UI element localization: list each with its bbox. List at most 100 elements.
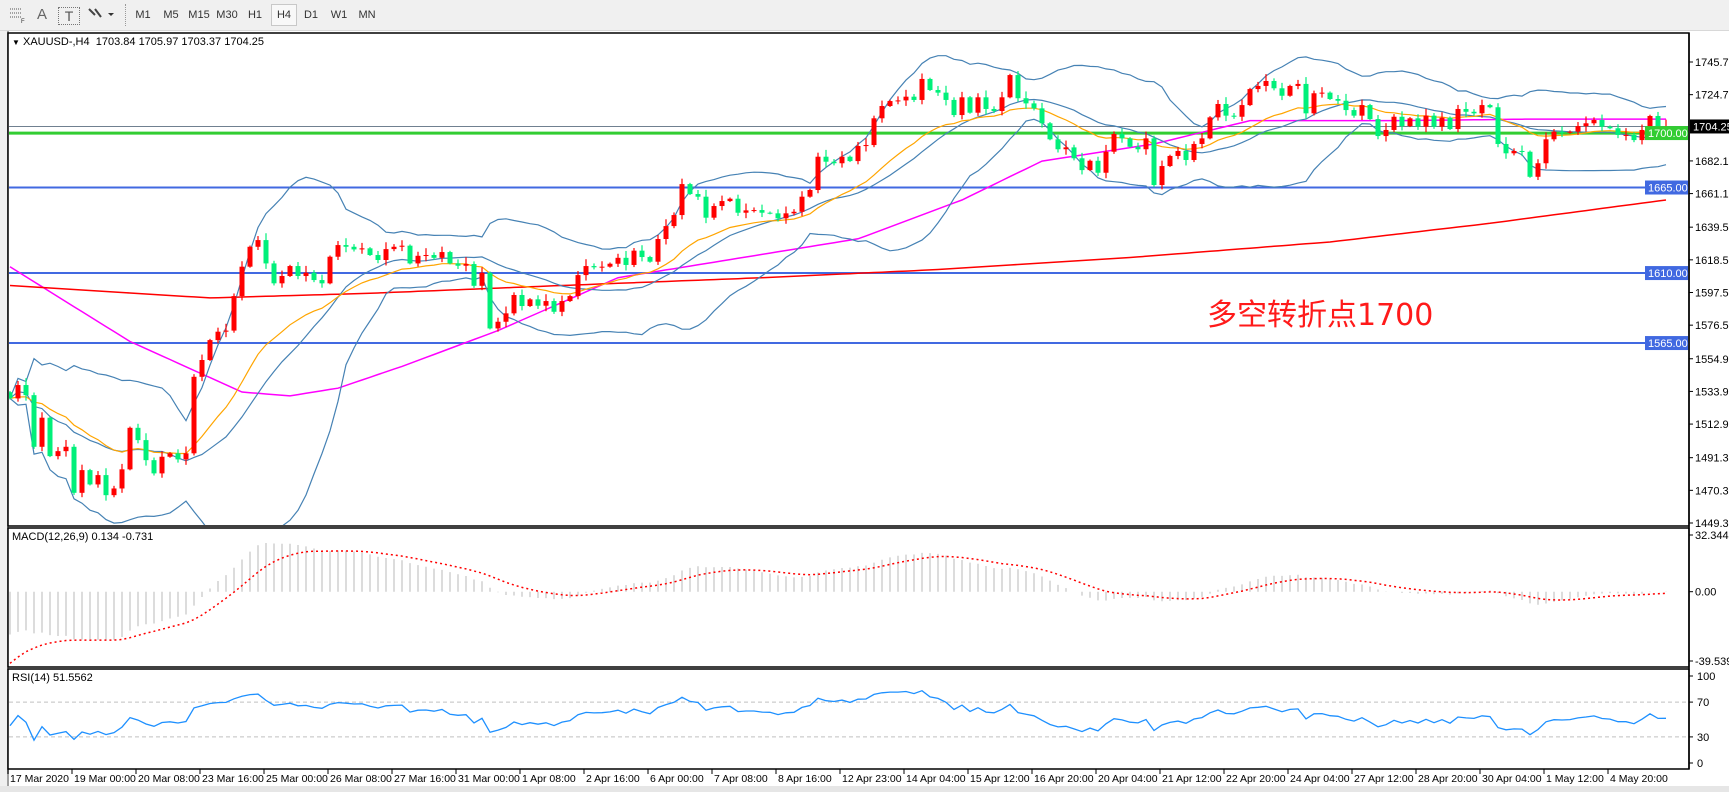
candle-body bbox=[63, 446, 69, 452]
candle-body bbox=[423, 255, 429, 257]
timeframe-h4-button[interactable]: H4 bbox=[271, 4, 297, 26]
svg-text:F: F bbox=[21, 19, 25, 23]
timeframe-m15-button[interactable]: M15 bbox=[188, 9, 210, 21]
candle-body bbox=[383, 249, 389, 260]
timeframe-h1-button[interactable]: H1 bbox=[247, 9, 263, 21]
status-strip bbox=[0, 786, 1729, 792]
text-box-icon[interactable]: T bbox=[58, 7, 80, 25]
candle bbox=[263, 233, 269, 269]
candle bbox=[1263, 74, 1269, 92]
candle bbox=[271, 260, 277, 286]
candle-body bbox=[1071, 147, 1077, 159]
candle-body bbox=[895, 100, 901, 102]
candle-body bbox=[1543, 139, 1549, 164]
candle bbox=[1015, 71, 1021, 102]
candle bbox=[487, 271, 493, 330]
candle bbox=[255, 236, 261, 251]
bar-high: 1705.97 bbox=[138, 36, 179, 48]
candle bbox=[31, 392, 37, 449]
candle bbox=[1615, 124, 1621, 139]
candle-body bbox=[1343, 100, 1349, 111]
timeframe-w1-button[interactable]: W1 bbox=[330, 9, 348, 21]
candle bbox=[375, 250, 381, 264]
timeframe-mn-button[interactable]: MN bbox=[358, 9, 376, 21]
candle-body bbox=[375, 255, 381, 260]
candle-body bbox=[1311, 93, 1317, 114]
candle-body bbox=[183, 453, 189, 460]
candle bbox=[1095, 156, 1101, 176]
timeframe-m30-button[interactable]: M30 bbox=[216, 9, 238, 21]
candle-body bbox=[1151, 138, 1157, 186]
period-separators-icon[interactable]: F bbox=[6, 5, 28, 25]
price-tick-label: 1554.90 bbox=[1695, 354, 1729, 366]
rsi-tick-label: 30 bbox=[1697, 732, 1709, 744]
candle bbox=[871, 115, 877, 148]
candle-body bbox=[159, 456, 165, 474]
price-tick-label: 1597.50 bbox=[1695, 288, 1729, 300]
time-tick-label: 1 Apr 08:00 bbox=[522, 773, 576, 785]
candle-body bbox=[415, 255, 421, 264]
candle-body bbox=[1327, 92, 1333, 100]
candle bbox=[479, 267, 485, 291]
candle bbox=[887, 99, 893, 108]
macd-panel bbox=[7, 527, 1690, 668]
candle-body bbox=[247, 246, 253, 267]
arrows-icon[interactable] bbox=[86, 5, 116, 25]
candle-body bbox=[1599, 120, 1605, 127]
candle bbox=[447, 250, 453, 265]
candle bbox=[1503, 137, 1509, 159]
time-tick-label: 27 Mar 16:00 bbox=[394, 773, 456, 785]
time-tick-label: 28 Apr 20:00 bbox=[1418, 773, 1478, 785]
timeframe-m5-button[interactable]: M5 bbox=[163, 9, 179, 21]
time-tick-label: 17 Mar 2020 bbox=[10, 773, 69, 785]
candle-body bbox=[1575, 126, 1581, 132]
time-tick-label: 26 Mar 08:00 bbox=[330, 773, 392, 785]
candle bbox=[543, 294, 549, 312]
candle bbox=[1495, 103, 1501, 148]
candle-body bbox=[215, 331, 221, 341]
candle bbox=[63, 439, 69, 457]
price-tick-label: 1639.50 bbox=[1695, 222, 1729, 234]
candle bbox=[359, 242, 365, 254]
chart-menu-triangle-icon[interactable]: ▼ bbox=[12, 38, 20, 47]
candle-body bbox=[575, 275, 581, 297]
candle-body bbox=[1335, 99, 1341, 101]
candle bbox=[1607, 125, 1613, 130]
symbol-label: XAUUSD-,H4 bbox=[22, 36, 90, 48]
candle-body bbox=[1359, 105, 1365, 116]
candle bbox=[319, 274, 325, 288]
candle bbox=[1415, 114, 1421, 130]
annotation-text[interactable]: 多空转折点1700 bbox=[1207, 298, 1434, 333]
candle-body bbox=[1191, 143, 1197, 160]
candle-body bbox=[791, 211, 797, 214]
candle-body bbox=[9, 392, 13, 399]
candle bbox=[1631, 132, 1637, 143]
candle bbox=[1639, 124, 1645, 145]
candle-body bbox=[647, 257, 653, 262]
candle-body bbox=[311, 272, 317, 281]
text-label-icon[interactable]: A bbox=[36, 6, 47, 23]
candle bbox=[1191, 141, 1197, 163]
candle bbox=[383, 242, 389, 266]
candle-body bbox=[991, 108, 997, 111]
candle-body bbox=[839, 156, 845, 164]
main-panel bbox=[7, 32, 1690, 527]
candle bbox=[1215, 99, 1221, 121]
candle-body bbox=[359, 248, 365, 250]
candle-body bbox=[1647, 115, 1653, 130]
candle-body bbox=[31, 395, 37, 447]
candle-body bbox=[1479, 105, 1485, 114]
timeframe-m1-button[interactable]: M1 bbox=[135, 9, 151, 21]
candle bbox=[343, 238, 349, 253]
candle bbox=[1055, 135, 1061, 153]
timeframe-d1-button[interactable]: D1 bbox=[303, 9, 319, 21]
candle bbox=[1167, 154, 1173, 168]
candle bbox=[1279, 82, 1285, 101]
candle-body bbox=[431, 255, 437, 258]
candle bbox=[975, 93, 981, 116]
candle-body bbox=[1063, 147, 1069, 150]
candle-body bbox=[1527, 151, 1533, 177]
candle-body bbox=[71, 446, 77, 493]
candle-body bbox=[1231, 115, 1237, 117]
